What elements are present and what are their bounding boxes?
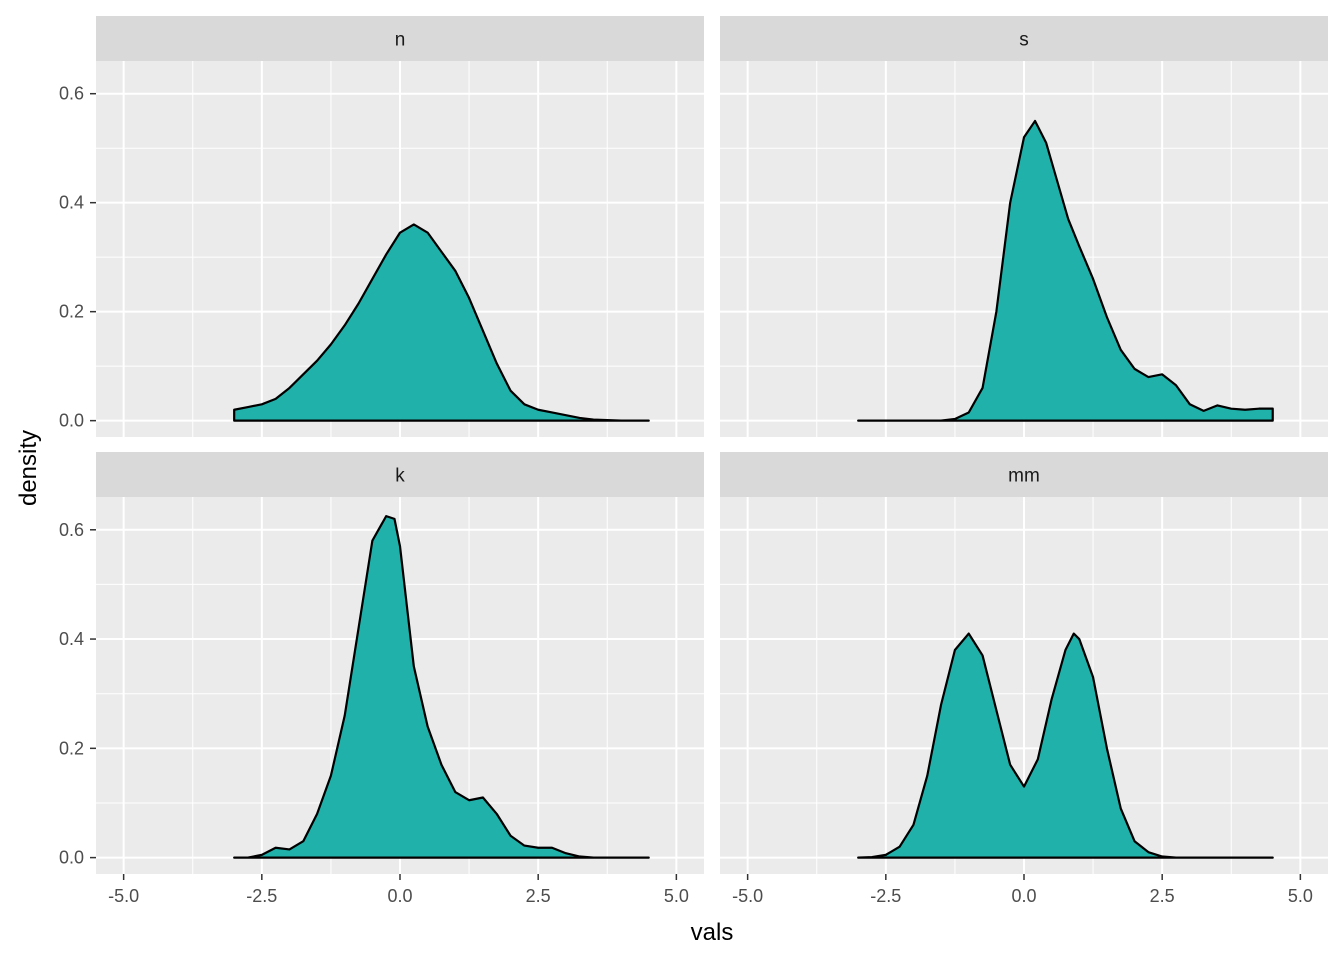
facet-strip	[720, 16, 1328, 61]
x-tick-label: -2.5	[870, 886, 901, 906]
density-area-n	[233, 223, 650, 422]
x-tick-label: -5.0	[732, 886, 763, 906]
facet-strip-label: n	[395, 30, 406, 51]
facet-strip	[96, 452, 704, 497]
facet-strip-label: k	[395, 466, 405, 487]
x-tick-label: 0.0	[387, 886, 412, 906]
x-tick-label: 5.0	[1288, 886, 1313, 906]
facet-strip-label: s	[1019, 30, 1029, 51]
y-tick-label: 0.4	[59, 193, 84, 213]
y-tick-label: 0.0	[59, 411, 84, 431]
x-tick-label: -5.0	[108, 886, 139, 906]
axes-layer: 0.0 0.2 0.4 0.6 0.0 0.2 0.4 0.6 -5.0 -2.5 0.0 2.5 5.…	[59, 84, 1313, 906]
facet-panel-n: n	[96, 16, 704, 437]
density-area-mm	[857, 632, 1274, 859]
facet-panel-k: k	[96, 452, 704, 874]
x-tick-label: 5.0	[664, 886, 689, 906]
facet-strip	[720, 452, 1328, 497]
y-tick-label: 0.6	[59, 84, 84, 104]
y-tick-label: 0.2	[59, 738, 84, 758]
y-tick-label: 0.2	[59, 302, 84, 322]
y-tick-label: 0.0	[59, 848, 84, 868]
facet-strip-label: mm	[1008, 466, 1040, 487]
x-tick-label: 2.5	[526, 886, 551, 906]
y-axis-title: density	[15, 430, 42, 506]
x-tick-label: -2.5	[246, 886, 277, 906]
facet-panel-s: s	[720, 16, 1328, 437]
facet-panel-mm: mm	[720, 452, 1328, 874]
density-area-k	[233, 515, 650, 859]
x-tick-label: 2.5	[1150, 886, 1175, 906]
y-tick-label: 0.4	[59, 629, 84, 649]
density-area-s	[857, 119, 1274, 422]
x-tick-label: 0.0	[1011, 886, 1036, 906]
panels-layer: n s k mm	[96, 16, 1328, 874]
x-axis-title: vals	[691, 919, 734, 946]
facet-strip	[96, 16, 704, 61]
y-tick-label: 0.6	[59, 520, 84, 540]
